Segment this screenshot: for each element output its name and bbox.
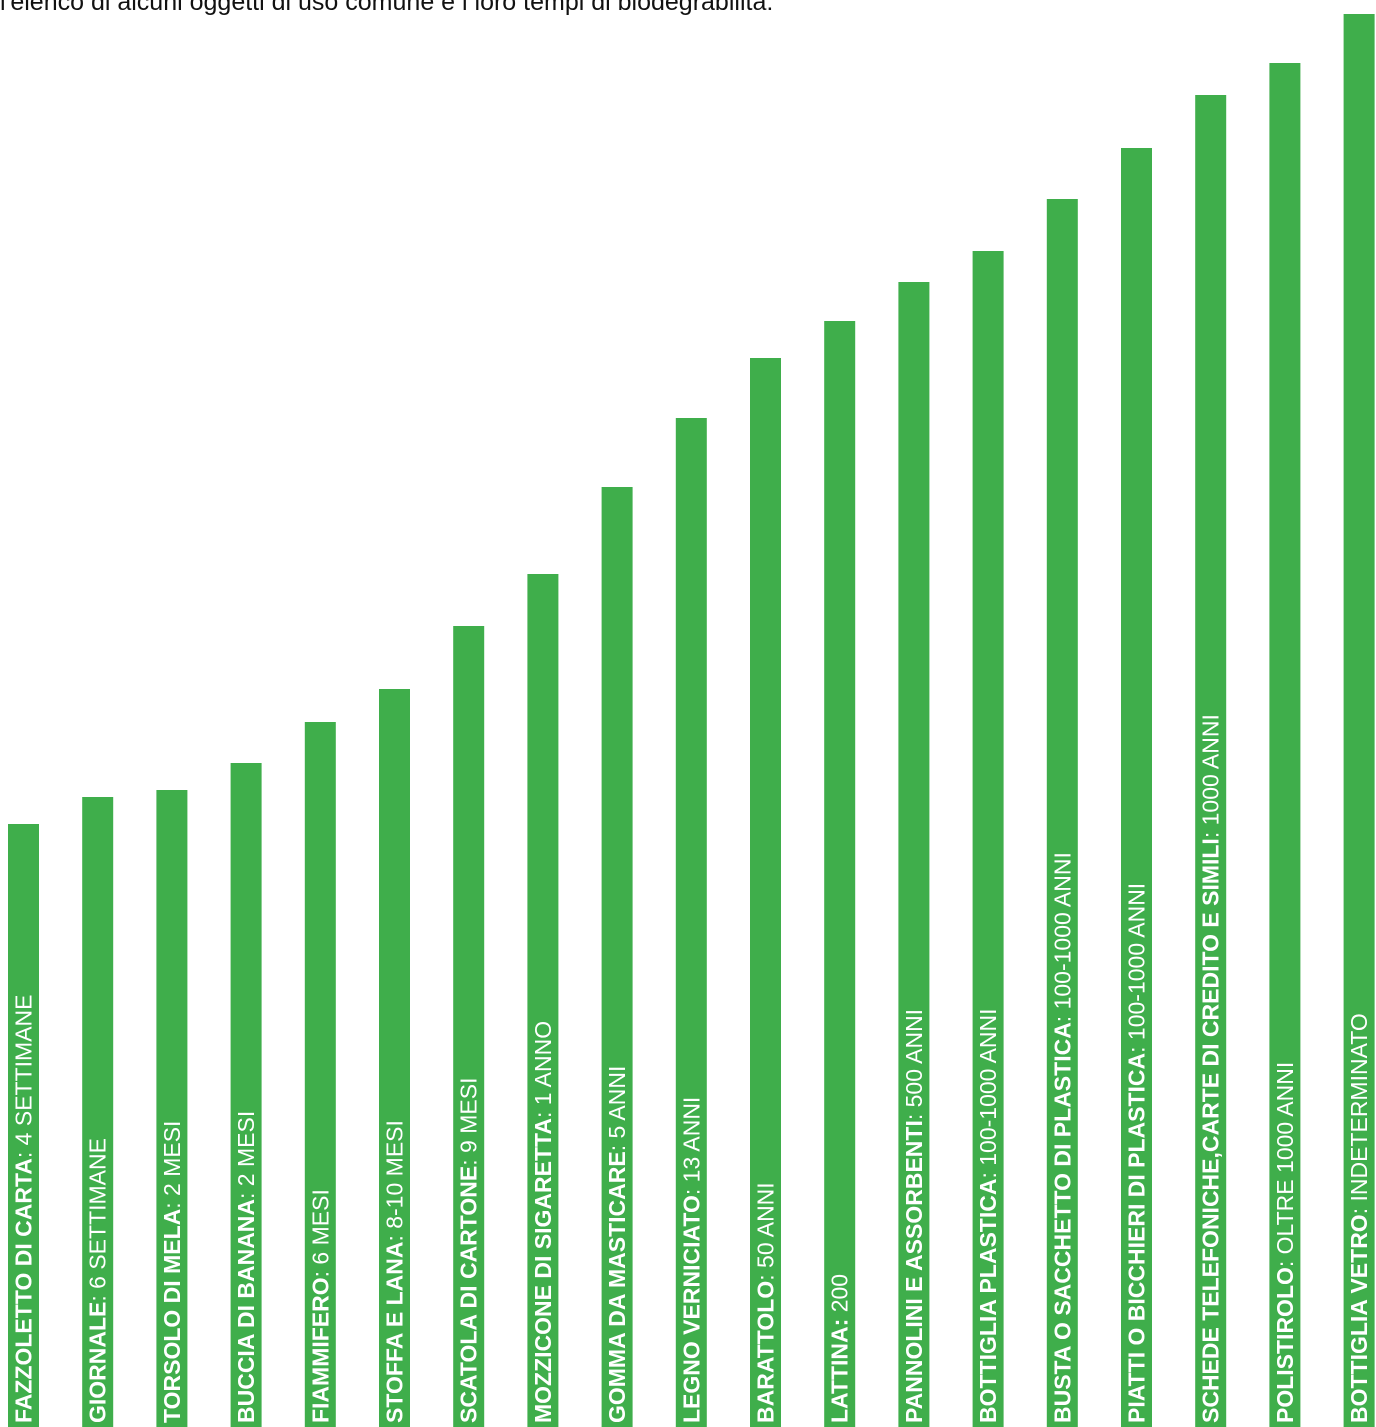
bar	[1343, 14, 1375, 1427]
bar-label-name: MOZZICONE DI SIGARETTA	[530, 1118, 556, 1423]
bar-label-duration: 200	[827, 1274, 853, 1319]
bar-label-name: BARATTOLO	[753, 1281, 779, 1423]
bar-label-name: BUSTA O SACCHETTO DI PLASTICA	[1049, 1022, 1075, 1423]
bar-label-duration: : 2 MESI	[233, 1111, 259, 1199]
bar-label: TORSOLO DI MELA: 2 MESI	[159, 1121, 185, 1423]
bar-label: SCATOLA DI CARTONE: 9 MESI	[456, 1078, 482, 1423]
bar-label-duration: : 6 MESI	[307, 1189, 333, 1277]
bar-label-name: GOMMA DA MASTICARE	[604, 1151, 630, 1423]
bar-label: BUSTA O SACCHETTO DI PLASTICA: 100-1000 …	[1049, 852, 1075, 1423]
bar	[750, 358, 781, 1427]
bar-label-duration: : 100-1000 ANNI	[975, 1008, 1001, 1178]
bar-label-name: FAZZOLETTO DI CARTA	[11, 1158, 37, 1423]
bar	[8, 824, 39, 1427]
bar	[379, 689, 410, 1427]
bar-label-duration: : 100-1000 ANNI	[1049, 852, 1075, 1022]
chart-title: l'elenco di alcuni oggetti di uso comune…	[0, 0, 774, 16]
bar	[601, 487, 633, 1427]
bar-label-name: GIORNALE	[85, 1302, 111, 1423]
bar-label-duration: : 500 ANNI	[901, 1009, 927, 1120]
bar-label-duration: : 2 MESI	[159, 1121, 185, 1209]
bar	[1195, 95, 1227, 1427]
bar-label: STOFFA E LANA: 8-10 MESI	[382, 1120, 408, 1423]
bar-label-name: SCHEDE TELEFONICHE,CARTE DI CREDITO E SI…	[1198, 838, 1224, 1423]
bar-label-duration: : 50 ANNI	[753, 1182, 779, 1280]
bar	[972, 251, 1004, 1427]
bar-label-name: BOTTIGLIA PLASTICA	[975, 1179, 1001, 1423]
bar-label-duration: : INDETERMINATO	[1346, 1013, 1372, 1214]
bar	[1269, 63, 1301, 1427]
bar-label-name: LATTINA:	[827, 1319, 853, 1423]
bar-label-duration: : 8-10 MESI	[382, 1120, 408, 1241]
bar-label-name: SCATOLA DI CARTONE	[456, 1166, 482, 1423]
bar	[824, 321, 856, 1427]
bar-label-name: PANNOLINI E ASSORBENTI	[901, 1120, 927, 1423]
bar-label: PANNOLINI E ASSORBENTI: 500 ANNI	[901, 1009, 927, 1423]
bar	[675, 418, 707, 1427]
bar-label: POLISTIROLO: OLTRE 1000 ANNI	[1272, 1062, 1298, 1423]
bar	[1121, 148, 1152, 1427]
bar-label-duration: : 1000 ANNI	[1198, 714, 1224, 838]
bar-label-duration: : OLTRE 1000 ANNI	[1272, 1062, 1298, 1267]
bar-label-duration: : 4 SETTIMANE	[11, 995, 37, 1159]
bar-label: SCHEDE TELEFONICHE,CARTE DI CREDITO E SI…	[1198, 714, 1224, 1423]
bar	[1046, 199, 1078, 1427]
bar	[453, 626, 485, 1427]
bar	[82, 797, 114, 1427]
bar-label-duration: : 9 MESI	[456, 1078, 482, 1166]
bar-label-duration: : 5 ANNI	[604, 1066, 630, 1152]
bars-layer: FAZZOLETTO DI CARTA: 4 SETTIMANE GIORNALE…	[8, 14, 1375, 1427]
bar-label-name: BUCCIA DI BANANA	[233, 1199, 259, 1423]
bar	[230, 763, 262, 1427]
bar-label-duration: : 6 SETTIMANE	[85, 1138, 111, 1302]
bar-label: BOTTIGLIA VETRO: INDETERMINATO	[1346, 1013, 1372, 1423]
bar	[304, 722, 336, 1427]
bar-label-name: STOFFA E LANA	[382, 1242, 408, 1423]
bar-label: PIATTI O BICCHIERI DI PLASTICA: 100-1000…	[1124, 883, 1150, 1423]
bar-label-duration: : 13 ANNI	[678, 1097, 704, 1195]
bar-label: GOMMA DA MASTICARE: 5 ANNI	[604, 1066, 630, 1423]
bar-label-name: POLISTIROLO	[1272, 1267, 1298, 1423]
bar-label-name: LEGNO VERNICIATO	[678, 1195, 704, 1423]
bar	[527, 574, 559, 1427]
bar-label: BARATTOLO: 50 ANNI	[753, 1182, 779, 1423]
bar-label: BUCCIA DI BANANA: 2 MESI	[233, 1111, 259, 1423]
bar-label: LEGNO VERNICIATO: 13 ANNI	[678, 1097, 704, 1423]
bar-label-name: PIATTI O BICCHIERI DI PLASTICA	[1124, 1053, 1150, 1423]
bar-label: FAZZOLETTO DI CARTA: 4 SETTIMANE	[11, 995, 37, 1424]
bar-label: BOTTIGLIA PLASTICA: 100-1000 ANNI	[975, 1008, 1001, 1423]
bar-label-name: BOTTIGLIA VETRO	[1346, 1214, 1372, 1423]
bar-label: GIORNALE: 6 SETTIMANE	[85, 1138, 111, 1423]
bar	[156, 790, 188, 1427]
bar-label-name: TORSOLO DI MELA	[159, 1209, 185, 1423]
bar-label: MOZZICONE DI SIGARETTA: 1 ANNO	[530, 1021, 556, 1423]
bar	[898, 282, 930, 1427]
bar-label: FIAMMIFERO: 6 MESI	[307, 1189, 333, 1423]
bar-label-duration: : 1 ANNO	[530, 1021, 556, 1118]
bar-label: LATTINA: 200	[827, 1274, 853, 1423]
bar-label-name: FIAMMIFERO	[307, 1277, 333, 1423]
bar-label-duration: : 100-1000 ANNI	[1124, 883, 1150, 1053]
